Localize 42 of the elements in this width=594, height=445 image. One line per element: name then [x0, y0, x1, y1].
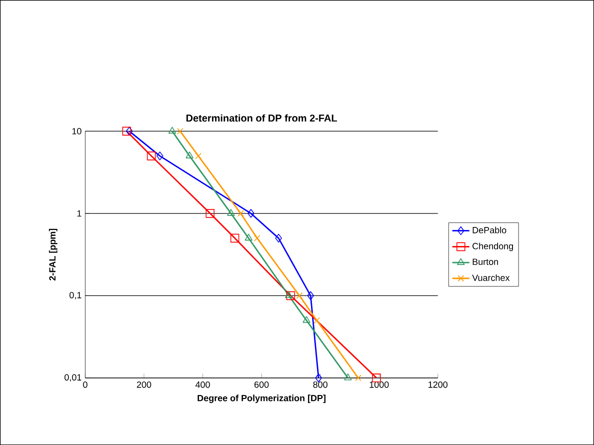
legend-label: Burton	[472, 258, 498, 265]
legend-label: Vuarchex	[472, 274, 510, 281]
point	[285, 291, 293, 298]
y-tick-label: 10	[72, 128, 82, 134]
x-tick-label: 1000	[370, 381, 389, 388]
x-tick-label: 1200	[428, 381, 448, 388]
point	[254, 234, 260, 242]
point	[230, 234, 240, 243]
y-tick-label: 1	[77, 210, 82, 216]
point	[156, 151, 164, 160]
point	[286, 291, 296, 300]
point	[122, 126, 132, 136]
point	[248, 208, 254, 218]
y-tick-label: 0,01	[64, 374, 82, 382]
legend-label: Chendong	[472, 242, 513, 252]
point	[275, 234, 282, 243]
point	[186, 151, 194, 158]
point	[176, 128, 184, 134]
chart-title: Determination of DP from 2-FAL	[186, 114, 337, 122]
point	[195, 152, 202, 160]
x-tick-label: 0	[83, 381, 88, 388]
point	[344, 373, 352, 380]
point	[244, 234, 252, 241]
point	[227, 208, 235, 216]
legend-label: DePablo	[472, 226, 506, 234]
x-tick-label: 400	[195, 381, 210, 388]
x-tick-label: 800	[313, 381, 328, 388]
point	[237, 210, 244, 217]
point	[354, 374, 362, 382]
x-tick-label: 600	[254, 381, 269, 388]
point	[296, 292, 303, 299]
x-tick-label: 200	[136, 381, 152, 388]
point	[307, 291, 314, 300]
y-tick-label: 0,1	[70, 292, 82, 300]
point	[168, 126, 176, 134]
point	[126, 126, 133, 136]
point	[302, 316, 310, 323]
point	[314, 317, 320, 324]
point	[146, 151, 156, 160]
point	[206, 208, 215, 218]
y-axis-title: 2-FAL [ppm]	[48, 228, 58, 280]
x-axis-title: Degree of Polymerization [DP]	[198, 394, 326, 404]
